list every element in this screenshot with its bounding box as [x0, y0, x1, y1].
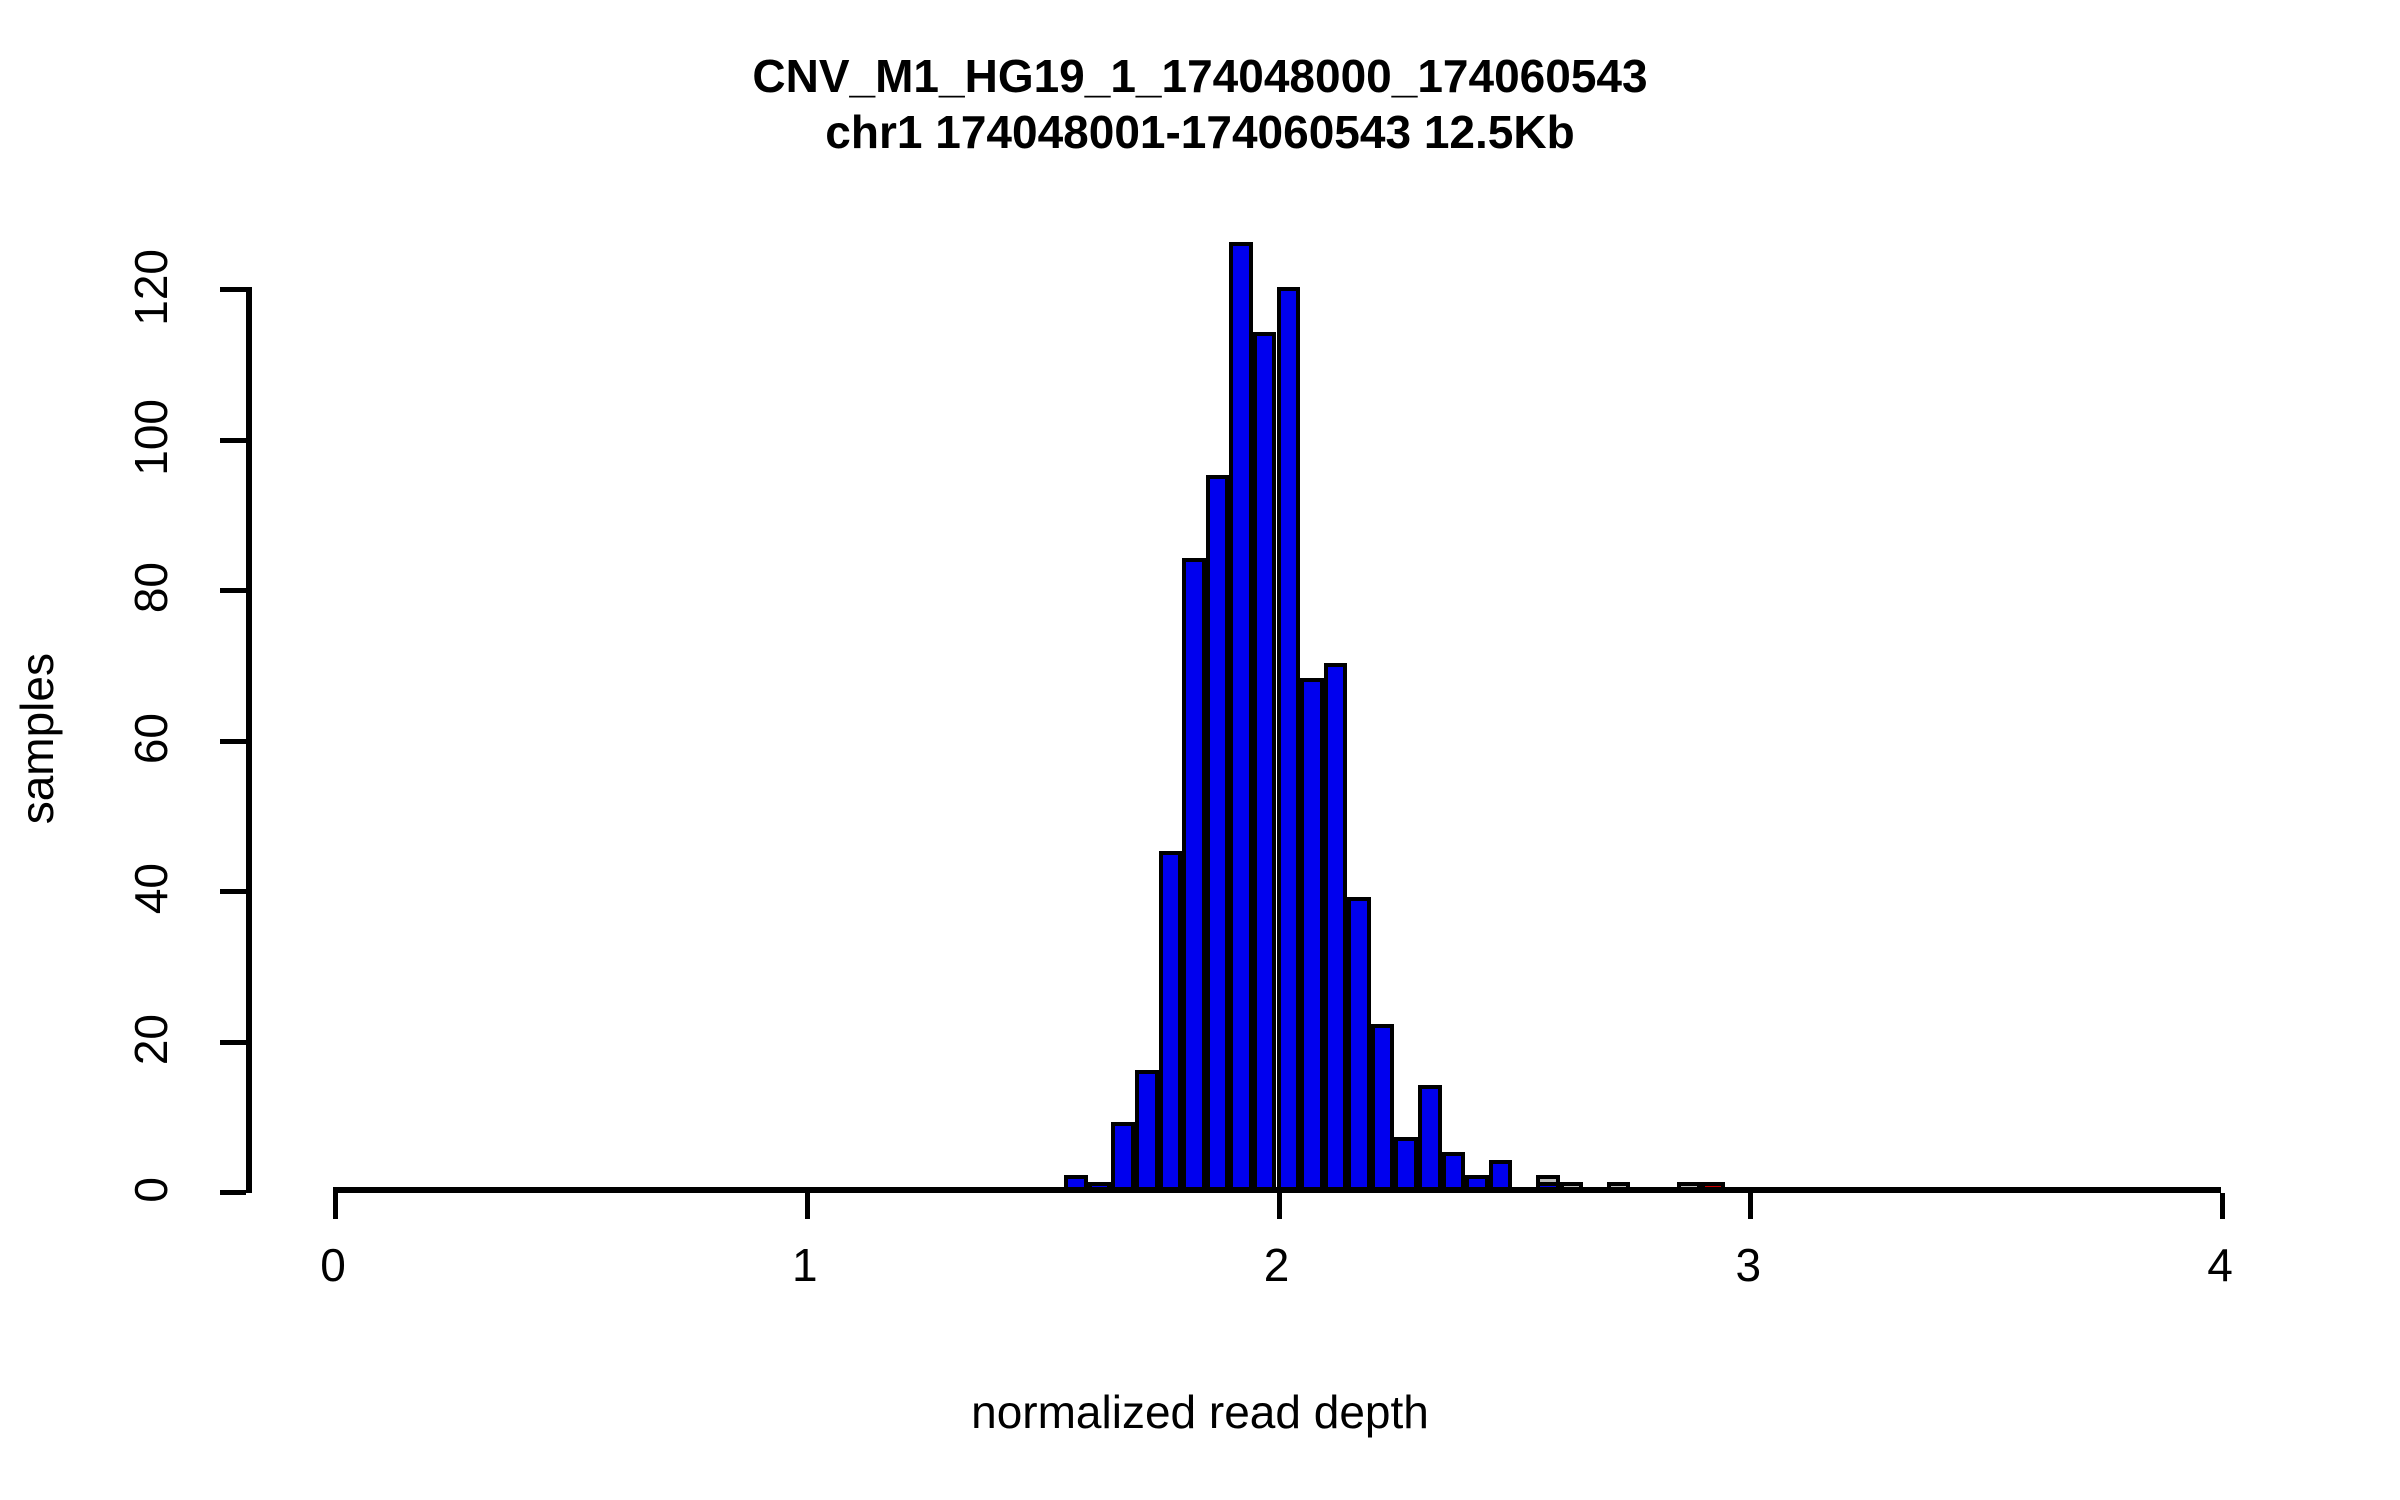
y-tick-label: 20	[125, 1013, 177, 1066]
x-tick-label: 2	[1263, 1239, 1290, 1291]
y-tick-mark	[220, 738, 246, 744]
y-tick-label-wrap: 80	[0, 558, 192, 618]
title-line-1: CNV_M1_HG19_1_174048000_174060543	[752, 50, 1648, 102]
histogram-bar	[1300, 678, 1324, 1193]
x-tick-mark	[333, 1193, 338, 1219]
histogram-bar	[1394, 1137, 1419, 1193]
y-tick-label-wrap: 100	[0, 399, 192, 476]
y-tick-mark	[220, 287, 246, 292]
y-tick-mark	[220, 588, 246, 593]
title-line-2: chr1 174048001-174060543 12.5Kb	[825, 106, 1575, 158]
histogram-bar	[1229, 241, 1253, 1193]
y-tick-label: 0	[125, 1177, 177, 1203]
x-axis-line	[333, 1187, 2221, 1193]
x-tick-mark	[1276, 1193, 1282, 1219]
histogram-bar	[1111, 1122, 1135, 1193]
histogram-bar	[1370, 1024, 1395, 1193]
histogram-bar	[1276, 287, 1301, 1193]
histogram-bar	[1252, 332, 1277, 1193]
x-tick-label: 3	[1735, 1239, 1762, 1291]
histogram-bar	[1418, 1084, 1442, 1193]
histogram-bar	[1182, 557, 1206, 1193]
y-tick-label-wrap: 120	[0, 249, 192, 326]
chart-title: CNV_M1_HG19_1_174048000_174060543 chr1 1…	[0, 48, 2400, 160]
y-tick-label: 100	[125, 399, 177, 476]
y-tick-mark	[220, 437, 246, 443]
x-tick-label: 1	[791, 1239, 818, 1291]
y-tick-label: 40	[125, 863, 177, 915]
x-tick-mark	[1748, 1193, 1754, 1219]
y-axis-title-wrap: samples	[10, 653, 70, 1053]
x-axis-title: normalized read depth	[971, 1386, 1429, 1438]
x-tick-mark	[804, 1193, 810, 1219]
x-tick-label: 4	[2207, 1239, 2233, 1291]
y-axis-title: samples	[11, 652, 63, 825]
y-tick-label-wrap: 0	[0, 1160, 192, 1220]
y-tick-label: 60	[125, 712, 177, 765]
x-tick-mark	[2220, 1193, 2225, 1219]
histogram-bar	[1347, 896, 1371, 1193]
y-axis-line	[246, 287, 252, 1193]
y-tick-mark	[220, 889, 246, 894]
histogram-bar	[1134, 1069, 1159, 1193]
histogram-bar	[1323, 663, 1348, 1193]
y-tick-label: 80	[125, 562, 177, 614]
y-tick-label: 120	[125, 248, 177, 326]
x-tick-label: 0	[320, 1239, 346, 1291]
histogram-bar	[1158, 851, 1183, 1193]
y-tick-mark	[220, 1190, 246, 1195]
y-tick-mark	[220, 1039, 246, 1045]
histogram-bar	[1205, 475, 1230, 1193]
